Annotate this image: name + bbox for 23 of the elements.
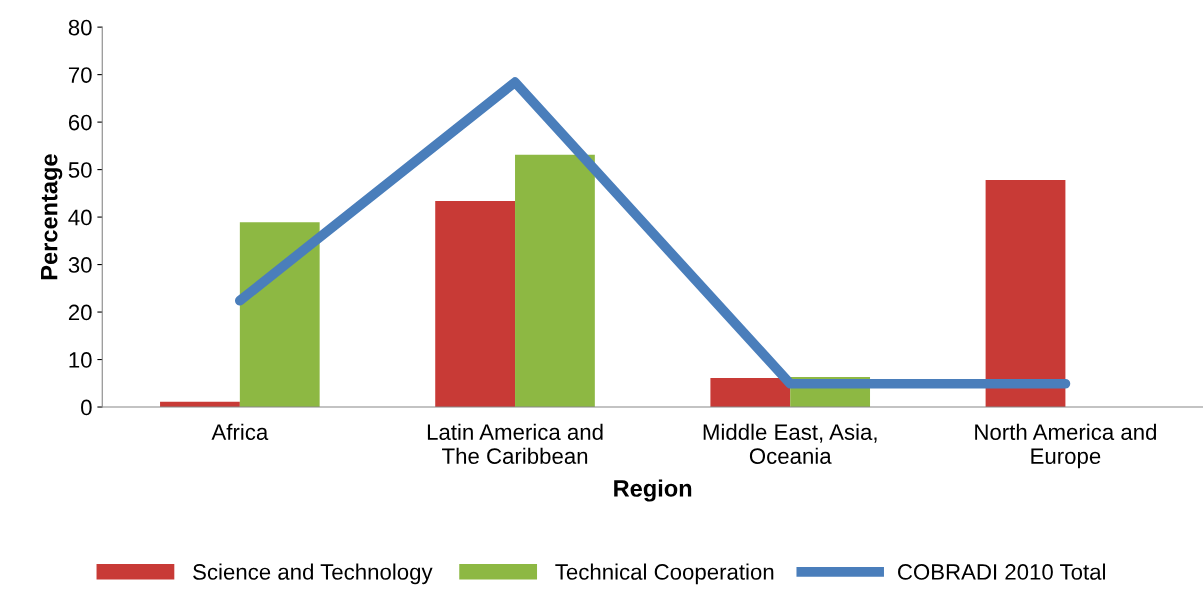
bar	[710, 378, 791, 408]
y-tick-label: 50	[68, 162, 92, 178]
x-tick-label: Latin America and The Caribbean	[427, 423, 603, 464]
x-tick-label: Middle East, Asia, Oceania	[703, 423, 877, 464]
y-tick-label: 80	[68, 19, 92, 36]
y-tick-label: 20	[68, 304, 92, 321]
x-tick-label: Africa	[211, 423, 269, 441]
y-tick-label: 70	[68, 67, 92, 83]
y-tick-label: 10	[69, 352, 92, 368]
bar	[515, 154, 595, 408]
bar	[985, 180, 1066, 408]
legend-label: Technical Cooperation	[555, 563, 774, 585]
bar	[239, 222, 320, 408]
y-axis-title: Percentage	[41, 154, 63, 280]
y-tick-label: 60	[68, 114, 92, 131]
bar	[435, 200, 516, 408]
legend-label: COBRADI 2010 Total	[898, 563, 1105, 580]
x-tick-label: North America and Europe	[975, 423, 1156, 469]
x-axis-title: Region	[614, 479, 692, 502]
legend-label: Science and Technology	[193, 563, 433, 585]
y-tick-label: 40	[68, 209, 92, 226]
y-tick-label: 30	[68, 257, 92, 273]
y-tick-label: 0	[81, 399, 92, 416]
